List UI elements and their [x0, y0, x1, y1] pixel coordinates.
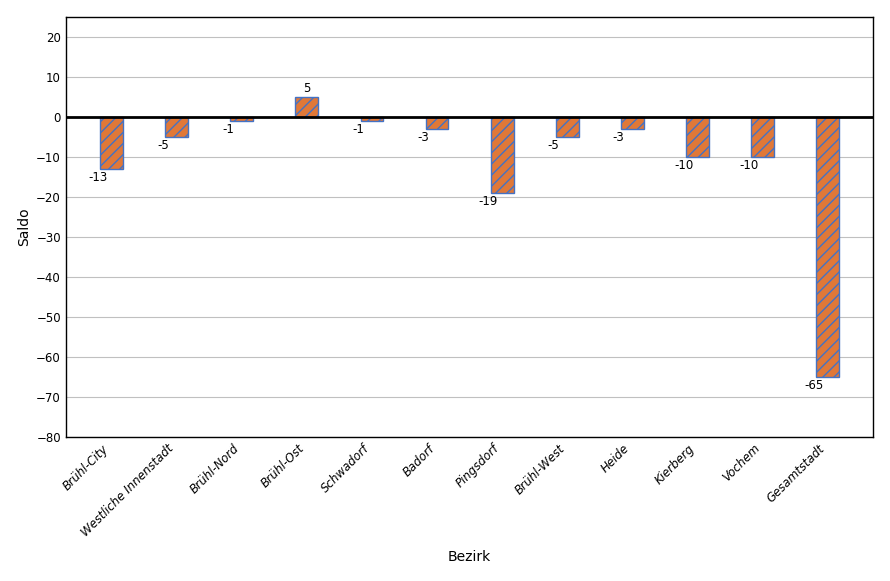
Bar: [816, 117, 839, 377]
Bar: [360, 117, 384, 121]
Text: -1: -1: [222, 123, 234, 136]
Bar: [295, 97, 319, 117]
Text: -1: -1: [352, 123, 364, 136]
Bar: [556, 117, 578, 137]
Text: -19: -19: [479, 195, 498, 208]
Bar: [490, 117, 514, 193]
Bar: [686, 117, 709, 157]
Text: -3: -3: [613, 131, 625, 144]
Bar: [100, 117, 123, 169]
Bar: [621, 117, 643, 129]
Text: -10: -10: [675, 159, 693, 172]
Bar: [751, 117, 774, 157]
Text: -10: -10: [740, 159, 758, 172]
X-axis label: Bezirk: Bezirk: [448, 550, 491, 564]
Text: -3: -3: [417, 131, 429, 144]
Y-axis label: Saldo: Saldo: [17, 207, 30, 246]
Text: 5: 5: [303, 82, 311, 95]
Bar: [166, 117, 188, 137]
Text: -5: -5: [157, 139, 169, 152]
Bar: [425, 117, 449, 129]
Text: -65: -65: [805, 379, 824, 392]
Text: -13: -13: [88, 171, 108, 184]
Bar: [231, 117, 253, 121]
Text: -5: -5: [547, 139, 560, 152]
